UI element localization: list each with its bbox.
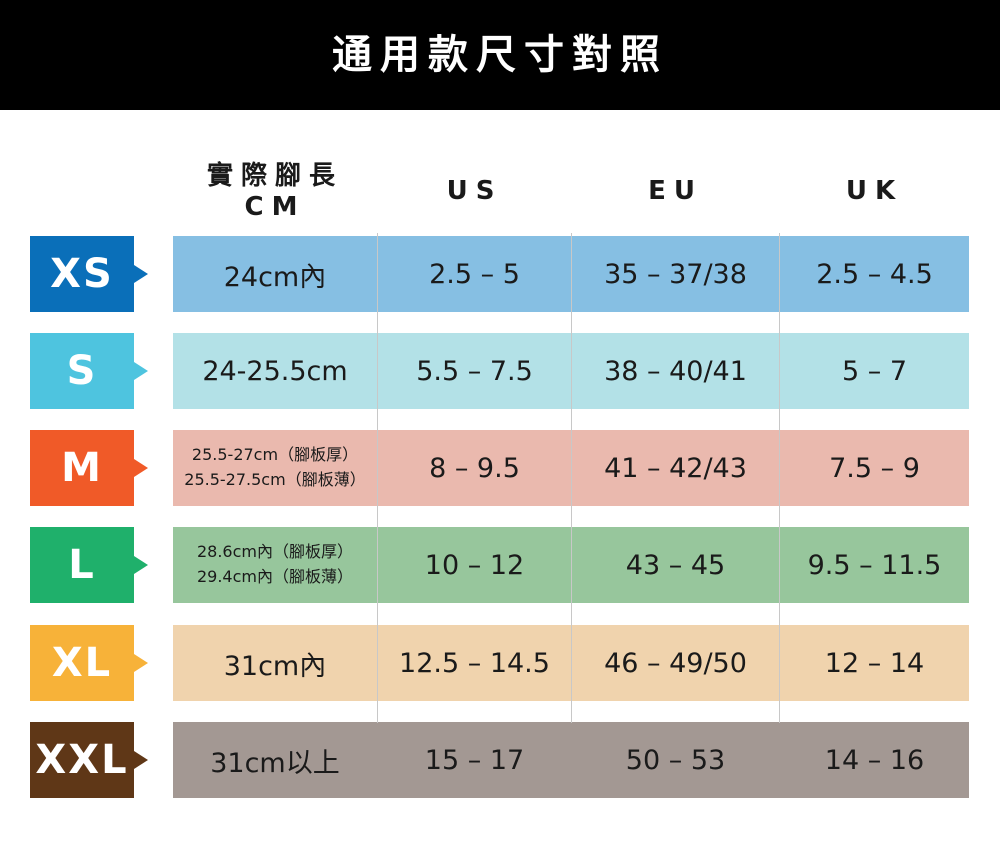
- triangle-arrow-icon: [134, 556, 148, 574]
- cell-uk: 5 – 7: [841, 355, 908, 387]
- cell-us: 15 – 17: [424, 744, 525, 776]
- triangle-arrow-icon: [134, 265, 148, 283]
- page-title: 通用款尺寸對照: [332, 32, 668, 78]
- table-row: 31cm以上 15 – 17 50 – 53 14 – 16: [173, 722, 969, 798]
- column-divider: [571, 233, 572, 723]
- cell-eu: 35 – 37/38: [604, 258, 747, 290]
- cell-eu: 41 – 42/43: [604, 452, 747, 484]
- size-badge-xxl: XXL: [30, 722, 134, 798]
- column-header-cm: 實際腳長 CM: [173, 152, 377, 232]
- cell-uk: 7.5 – 9: [829, 452, 920, 484]
- column-divider: [779, 233, 780, 723]
- cell-cm: 31cm內: [173, 625, 377, 701]
- size-badge-m: M: [30, 430, 134, 506]
- size-badge-l: L: [30, 527, 134, 603]
- foot-length-text: 31cm以上: [210, 747, 340, 779]
- column-header-eu: EU: [572, 152, 779, 232]
- column-header-cm-line2: CM: [244, 192, 306, 222]
- cell-cm: 24cm內: [173, 236, 377, 312]
- triangle-arrow-icon: [134, 654, 148, 672]
- cell-eu: 43 – 45: [625, 549, 726, 581]
- foot-length-text: 25.5-27.5cm（腳板薄）: [184, 470, 366, 489]
- foot-length-text: 28.6cm內（腳板厚）: [196, 542, 353, 562]
- cell-uk: 12 – 14: [824, 647, 925, 679]
- column-header-uk-label: UK: [845, 176, 904, 207]
- foot-length-text: 24cm內: [223, 261, 327, 293]
- cell-uk: 9.5 – 11.5: [807, 549, 942, 581]
- cell-eu: 50 – 53: [625, 744, 726, 776]
- cell-us: 10 – 12: [424, 549, 525, 581]
- column-header-us: US: [378, 152, 571, 232]
- cell-uk: 2.5 – 4.5: [816, 258, 933, 290]
- cell-cm: 24-25.5cm: [173, 333, 377, 409]
- cell-cm: 25.5-27cm（腳板厚） 25.5-27.5cm（腳板薄）: [173, 430, 377, 506]
- foot-length-text: 24-25.5cm: [202, 355, 348, 387]
- size-badge-s: S: [30, 333, 134, 409]
- cell-us: 8 – 9.5: [429, 452, 520, 484]
- column-divider: [377, 233, 378, 723]
- size-badge-xs: XS: [30, 236, 134, 312]
- cell-eu: 38 – 40/41: [604, 355, 747, 387]
- cell-us: 2.5 – 5: [429, 258, 520, 290]
- title-bar: 通用款尺寸對照: [0, 0, 1000, 110]
- foot-length-text: 25.5-27cm（腳板厚）: [191, 445, 359, 465]
- foot-length-text: 31cm內: [223, 650, 327, 682]
- size-badge-xl: XL: [30, 625, 134, 701]
- column-header-uk: UK: [780, 152, 969, 232]
- column-header-us-label: US: [446, 176, 503, 207]
- cell-eu: 46 – 49/50: [604, 647, 747, 679]
- cell-us: 12.5 – 14.5: [399, 647, 550, 679]
- column-header-eu-label: EU: [648, 176, 703, 207]
- cell-cm: 31cm以上: [173, 722, 377, 798]
- triangle-arrow-icon: [134, 751, 148, 769]
- triangle-arrow-icon: [134, 362, 148, 380]
- cell-cm: 28.6cm內（腳板厚） 29.4cm內（腳板薄）: [173, 527, 377, 603]
- cell-us: 5.5 – 7.5: [416, 355, 533, 387]
- triangle-arrow-icon: [134, 459, 148, 477]
- column-header-cm-line1: 實際腳長: [206, 160, 343, 191]
- foot-length-text: 29.4cm內（腳板薄）: [196, 567, 353, 586]
- cell-uk: 14 – 16: [824, 744, 925, 776]
